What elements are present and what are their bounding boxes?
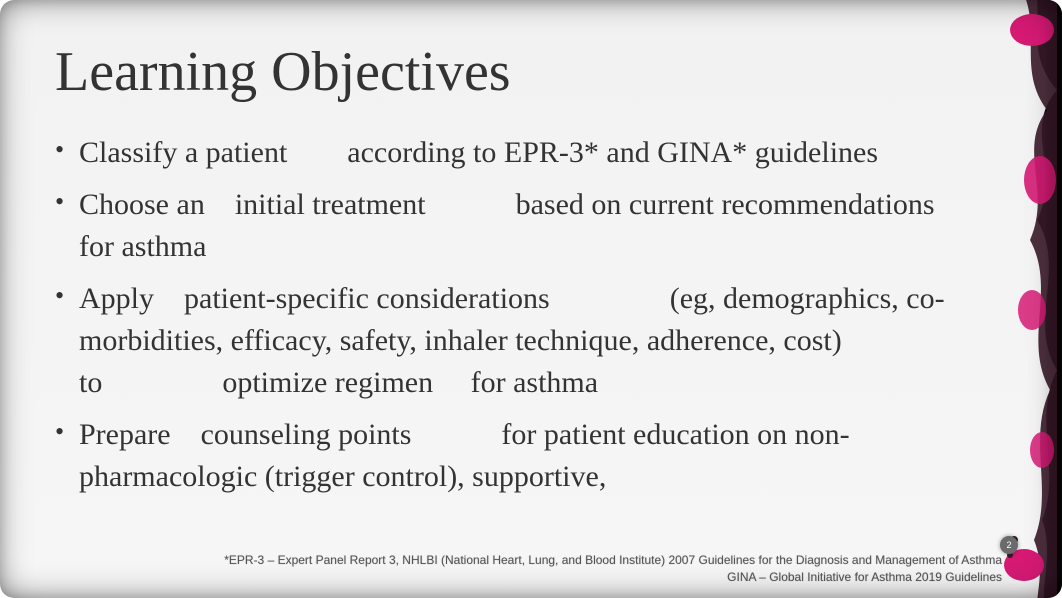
objectives-list: Classify a patient according to EPR-3* a… [55,132,952,498]
objective-item: Classify a patient according to EPR-3* a… [55,132,952,174]
page-number-badge: 2 [1000,536,1018,554]
slide-title: Learning Objectives [55,40,952,104]
objective-item: Prepare counseling points for patient ed… [55,414,952,498]
footnote-line: *EPR-3 – Expert Panel Report 3, NHLBI (N… [130,552,1002,569]
footnote-line: GINA – Global Initiative for Asthma 2019… [130,569,1002,586]
objective-item: Apply patient-specific considerations (e… [55,278,952,404]
footnotes: *EPR-3 – Expert Panel Report 3, NHLBI (N… [130,552,1002,586]
objective-item: Choose an initial treatment based on cur… [55,184,952,268]
slide-content: Learning Objectives Classify a patient a… [55,40,952,508]
decorative-ribbon [962,0,1062,598]
slide: Learning Objectives Classify a patient a… [0,0,1062,598]
page-number: 2 [1006,540,1011,550]
